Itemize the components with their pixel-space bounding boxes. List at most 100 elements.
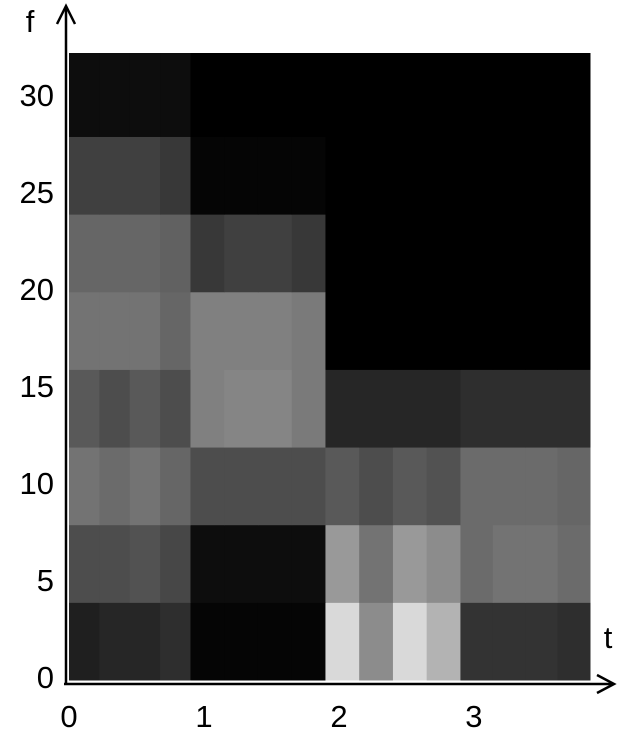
heatmap-cell [392,214,428,293]
heatmap-cell [257,291,293,370]
y-tick-label: 15 [20,369,54,404]
heatmap-cell [426,291,461,370]
heatmap-cell [99,447,131,526]
heatmap-cell [426,602,461,681]
heatmap-cell [190,136,225,215]
heatmap-cell [426,53,461,137]
x-axis-arrow [596,673,617,695]
heatmap-cell [99,291,131,370]
heatmap-cell [492,53,526,137]
heatmap-cell [460,524,494,603]
heatmap-cell [99,136,131,215]
heatmap-cell [291,291,326,370]
heatmap-cell [129,524,161,603]
heatmap-cell [460,369,494,448]
heatmap-cell [325,369,360,448]
heatmap-cell [224,53,259,137]
heatmap-cell [325,53,360,137]
y-axis-arrow [55,3,77,25]
heatmap-cell [359,136,394,215]
heatmap-cell [69,369,100,448]
heatmap-cell [325,136,360,215]
heatmap-cell [557,53,591,137]
y-tick-label: 20 [20,272,54,307]
heatmap-cell [325,602,360,681]
heatmap-cell [359,291,394,370]
heatmap-cell [224,524,259,603]
heatmap-cell [426,447,461,526]
heatmap-cell [557,602,591,681]
heatmap-cell [224,136,259,215]
heatmap-cell [557,369,591,448]
heatmap-cell [129,291,161,370]
heatmap-cell [160,447,191,526]
heatmap [69,53,591,681]
heatmap-cell [224,447,259,526]
y-tick-label: 30 [20,78,54,113]
y-tick-label: 25 [20,175,54,210]
heatmap-cell [291,602,326,681]
heatmap-cell [392,447,428,526]
heatmap-cell [460,291,494,370]
heatmap-cell [291,136,326,215]
heatmap-cell [525,53,559,137]
heatmap-cell [99,602,131,681]
x-tick-label: 1 [195,699,212,734]
heatmap-cell [257,214,293,293]
heatmap-cell [359,214,394,293]
heatmap-cell [325,447,360,526]
heatmap-cell [99,524,131,603]
heatmap-cell [129,53,161,137]
heatmap-cell [557,214,591,293]
heatmap-cell [69,447,100,526]
heatmap-cell [392,136,428,215]
y-tick-label: 5 [37,563,54,598]
heatmap-cell [325,214,360,293]
heatmap-cell [190,447,225,526]
heatmap-cell [392,602,428,681]
y-axis-label: f [26,4,35,39]
heatmap-cell [291,447,326,526]
heatmap-cell [129,136,161,215]
heatmap-cell [525,136,559,215]
heatmap-cell [257,53,293,137]
heatmap-cell [557,291,591,370]
x-axis-label: t [604,620,613,655]
x-tick-label: 3 [465,699,482,734]
heatmap-cell [160,369,191,448]
heatmap-cell [129,602,161,681]
heatmap-cell [557,447,591,526]
heatmap-cell [257,524,293,603]
heatmap-cell [392,291,428,370]
heatmap-cell [160,53,191,137]
heatmap-cell [492,136,526,215]
x-tick-label: 2 [330,699,347,734]
heatmap-cell [160,602,191,681]
heatmap-cell [257,369,293,448]
y-tick-label: 10 [20,466,54,501]
heatmap-cell [392,53,428,137]
heatmap-cell [69,291,100,370]
heatmap-cell [525,524,559,603]
heatmap-cell [190,214,225,293]
heatmap-cell [129,447,161,526]
heatmap-cell [460,136,494,215]
heatmap-cell [359,53,394,137]
heatmap-cell [99,214,131,293]
heatmap-cell [129,214,161,293]
heatmap-cell [291,524,326,603]
heatmap-cell [257,602,293,681]
heatmap-cell [557,524,591,603]
heatmap-cell [460,214,494,293]
heatmap-cell [557,136,591,215]
heatmap-cell [190,53,225,137]
heatmap-cell [69,524,100,603]
heatmap-cell [359,369,394,448]
heatmap-cell [325,291,360,370]
heatmap-cell [359,447,394,526]
heatmap-cell [190,369,225,448]
heatmap-cell [224,602,259,681]
heatmap-cell [257,136,293,215]
heatmap-cell [224,291,259,370]
heatmap-cell [160,214,191,293]
